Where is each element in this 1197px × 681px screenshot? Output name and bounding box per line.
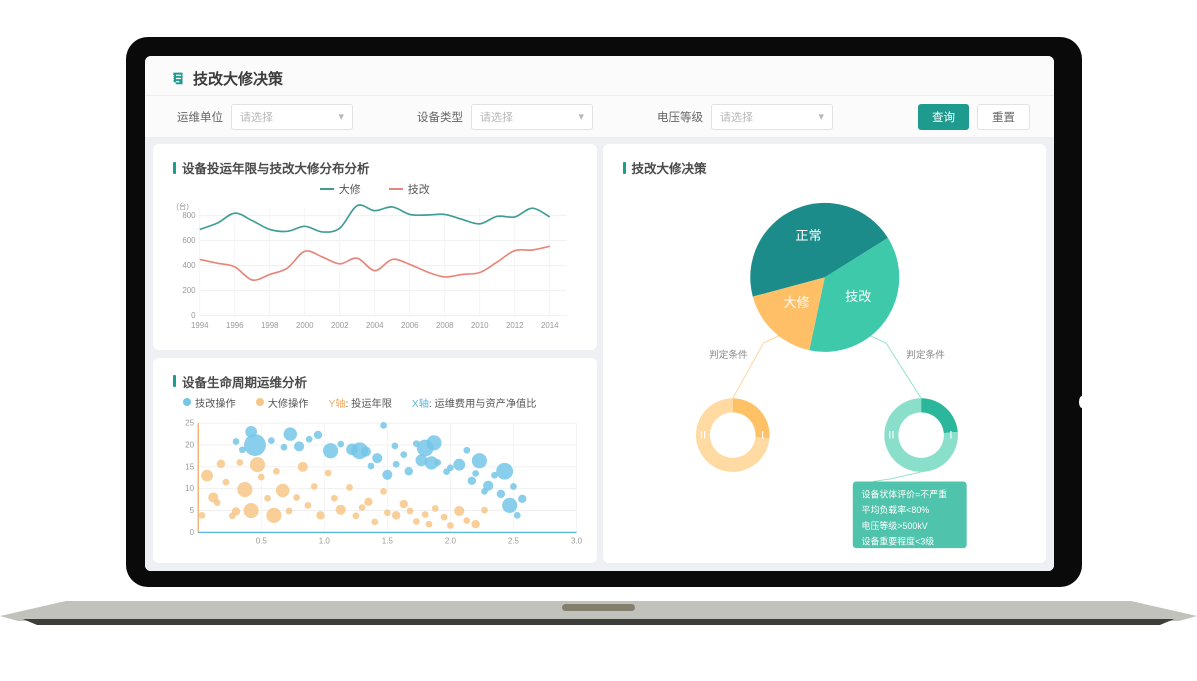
svg-text:600: 600: [182, 236, 196, 245]
svg-text:1996: 1996: [226, 321, 244, 330]
svg-text:判定条件: 判定条件: [709, 349, 748, 361]
svg-text:平均负载率<80%: 平均负载率<80%: [861, 504, 929, 515]
svg-text:技改: 技改: [845, 289, 871, 304]
svg-text:2.5: 2.5: [508, 536, 520, 545]
svg-text:(台): (台): [176, 201, 189, 211]
svg-text:0: 0: [190, 527, 195, 536]
svg-text:5: 5: [190, 506, 195, 515]
svg-text:200: 200: [182, 286, 196, 295]
svg-text:I: I: [949, 430, 952, 442]
svg-text:1994: 1994: [191, 321, 209, 330]
svg-text:2012: 2012: [506, 321, 524, 330]
svg-text:15: 15: [185, 462, 194, 471]
svg-text:1.5: 1.5: [382, 536, 394, 545]
svg-text:2010: 2010: [471, 321, 489, 330]
svg-text:判定条件: 判定条件: [906, 349, 945, 361]
svg-text:电压等级>500kV: 电压等级>500kV: [861, 520, 927, 531]
svg-text:正常: 正常: [795, 228, 821, 243]
svg-text:2002: 2002: [331, 321, 349, 330]
svg-text:2.0: 2.0: [445, 536, 457, 545]
svg-text:25: 25: [185, 418, 194, 427]
svg-text:2014: 2014: [541, 321, 559, 330]
svg-text:2008: 2008: [436, 321, 454, 330]
svg-text:II: II: [699, 430, 705, 442]
svg-text:设备重要程度<3级: 设备重要程度<3级: [861, 536, 934, 547]
svg-text:大修: 大修: [783, 295, 809, 310]
svg-text:800: 800: [182, 211, 196, 220]
svg-text:I: I: [760, 430, 763, 442]
svg-text:II: II: [888, 430, 894, 442]
svg-text:3.0: 3.0: [571, 536, 583, 545]
svg-text:0.5: 0.5: [256, 536, 268, 545]
svg-text:1.0: 1.0: [319, 536, 331, 545]
svg-text:2006: 2006: [401, 321, 419, 330]
svg-text:2000: 2000: [296, 321, 314, 330]
svg-text:20: 20: [185, 440, 194, 449]
svg-text:2004: 2004: [366, 321, 384, 330]
svg-text:1998: 1998: [261, 321, 279, 330]
svg-text:设备状体评价=不严重: 设备状体评价=不严重: [861, 488, 947, 499]
svg-text:0: 0: [191, 311, 196, 320]
svg-text:10: 10: [185, 484, 194, 493]
svg-text:400: 400: [182, 261, 196, 270]
